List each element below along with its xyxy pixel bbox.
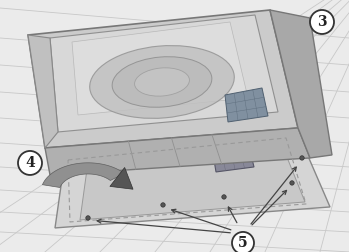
Circle shape: [222, 195, 226, 199]
Polygon shape: [45, 128, 310, 175]
Text: 3: 3: [317, 15, 327, 29]
Polygon shape: [43, 163, 124, 187]
Circle shape: [310, 10, 334, 34]
Polygon shape: [225, 88, 268, 122]
Circle shape: [161, 203, 165, 207]
Polygon shape: [55, 133, 330, 228]
Ellipse shape: [112, 57, 212, 107]
Polygon shape: [258, 138, 294, 156]
Text: 4: 4: [25, 156, 35, 170]
Polygon shape: [270, 10, 332, 158]
Polygon shape: [50, 15, 278, 132]
Polygon shape: [110, 168, 133, 189]
Polygon shape: [28, 35, 58, 148]
Polygon shape: [28, 10, 298, 148]
Ellipse shape: [135, 68, 190, 96]
Polygon shape: [212, 143, 254, 172]
Circle shape: [86, 216, 90, 220]
Text: 5: 5: [238, 236, 248, 250]
Circle shape: [232, 232, 254, 252]
Ellipse shape: [90, 46, 234, 118]
Circle shape: [18, 151, 42, 175]
Polygon shape: [80, 140, 305, 220]
Circle shape: [290, 181, 294, 185]
Polygon shape: [72, 22, 248, 115]
Circle shape: [300, 156, 304, 160]
